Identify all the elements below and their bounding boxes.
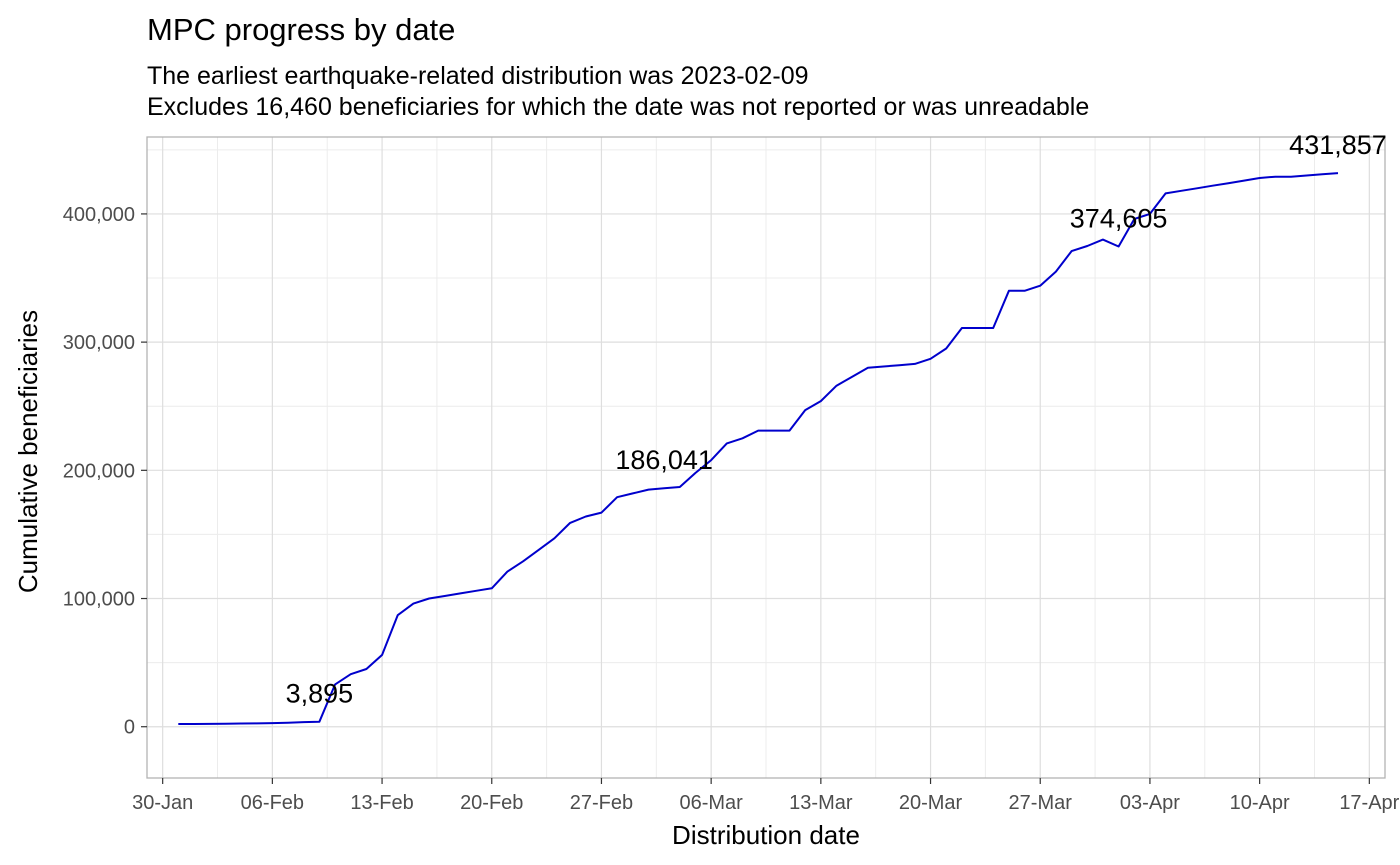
plot-panel-border (146, 136, 1386, 779)
x-tick-label: 27-Mar (1009, 792, 1073, 814)
y-axis: 0 100,000 200,000 300,000 400,000 (63, 204, 147, 739)
minor-gridlines (147, 137, 1385, 778)
data-label: 374,605 (1070, 203, 1168, 233)
data-label: 3,895 (286, 679, 354, 709)
x-tick-label: 17-Apr (1339, 792, 1399, 814)
chart-subtitle-line-2: Excludes 16,460 beneficiaries for which … (147, 93, 1090, 121)
x-tick-label: 06-Mar (679, 792, 743, 814)
data-label: 431,857 (1289, 130, 1387, 160)
chart-subtitle-line-1: The earliest earthquake-related distribu… (147, 62, 809, 90)
x-tick-label: 27-Feb (570, 792, 633, 814)
x-tick-label: 03-Apr (1120, 792, 1180, 814)
x-tick-label: 20-Mar (899, 792, 963, 814)
y-tick-label: 300,000 (63, 332, 135, 354)
x-tick-label: 10-Apr (1230, 792, 1290, 814)
data-labels: 3,895 186,041 374,605 431,857 (286, 130, 1387, 709)
series-layer (178, 172, 1339, 725)
y-tick-label: 200,000 (63, 460, 135, 482)
x-tick-label: 13-Feb (350, 792, 413, 814)
chart-title: MPC progress by date (147, 12, 456, 47)
series-line (178, 172, 1339, 725)
x-axis: 30-Jan 06-Feb 13-Feb 20-Feb 27-Feb 06-Mar 13-M… (132, 778, 1400, 814)
y-tick-label: 0 (124, 717, 135, 739)
x-tick-label: 20-Feb (460, 792, 523, 814)
x-tick-label: 06-Feb (241, 792, 304, 814)
y-tick-label: 100,000 (63, 589, 135, 611)
major-gridlines (147, 137, 1385, 778)
x-tick-label: 30-Jan (132, 792, 193, 814)
x-tick-label: 13-Mar (789, 792, 853, 814)
x-axis-title: Distribution date (672, 820, 860, 850)
data-label: 186,041 (615, 445, 713, 475)
y-tick-label: 400,000 (63, 204, 135, 226)
y-axis-title: Cumulative beneficiaries (13, 310, 43, 593)
